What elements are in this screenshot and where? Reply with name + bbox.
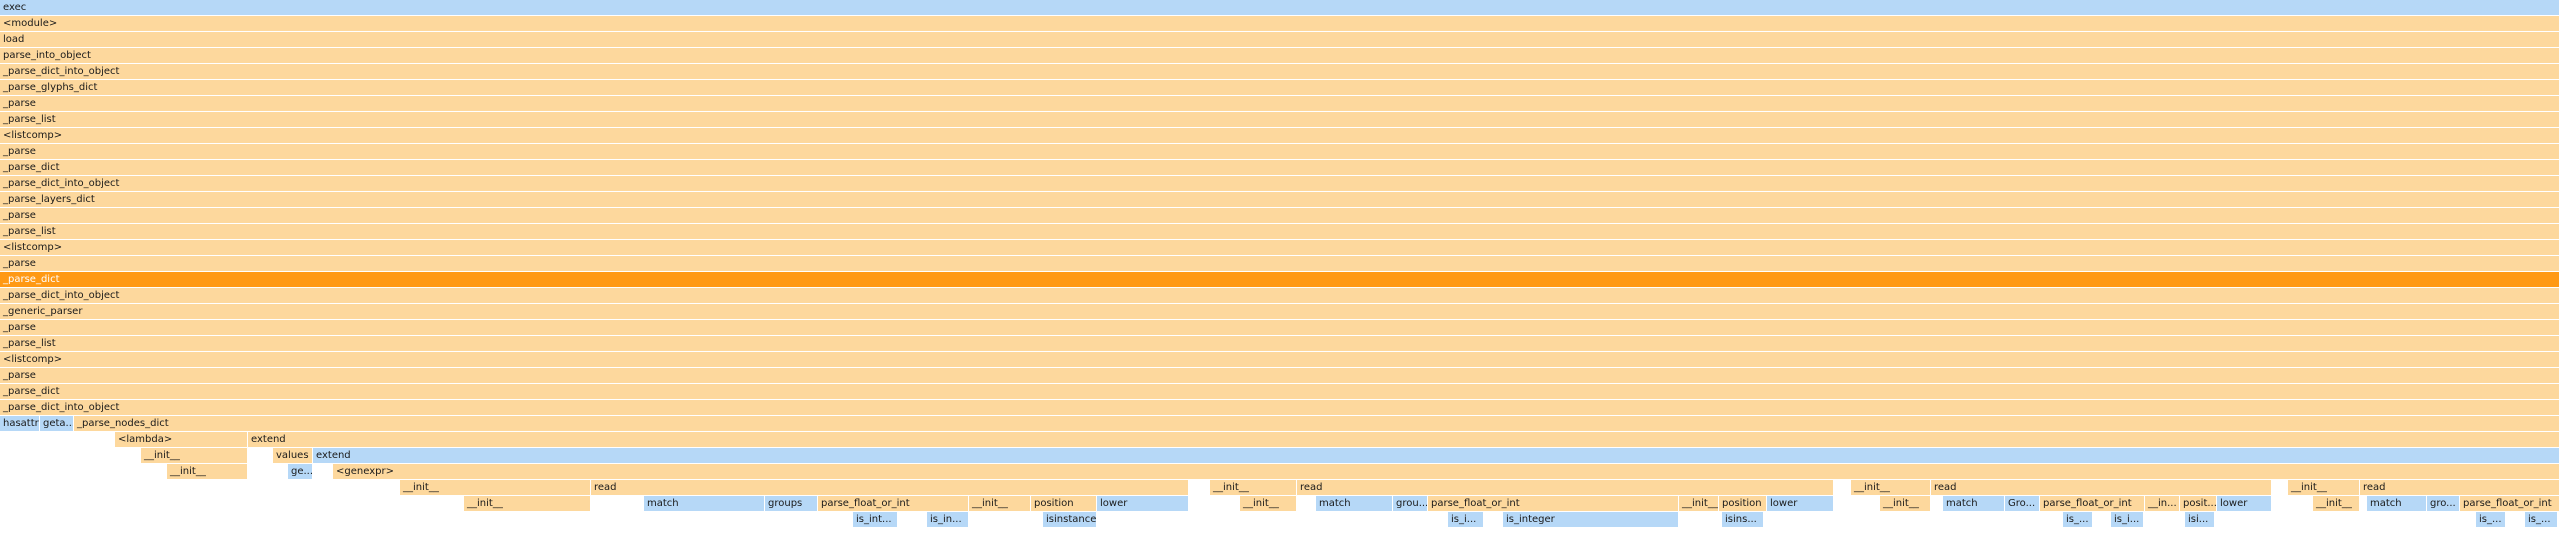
flame-frame[interactable]: __init__ xyxy=(1851,480,1931,495)
flame-frame[interactable]: parse_float_or_int xyxy=(2040,496,2145,511)
flame-frame[interactable]: match xyxy=(1316,496,1393,511)
flame-frame[interactable]: grou... xyxy=(1393,496,1428,511)
flame-frame[interactable]: parse_into_object xyxy=(0,48,2560,63)
flame-frame[interactable]: read xyxy=(2360,480,2560,495)
flame-frame[interactable]: <lambda> xyxy=(115,432,248,447)
flame-frame[interactable]: _parse_list xyxy=(0,112,2560,127)
flame-frame[interactable]: exec xyxy=(0,0,2560,15)
flame-frame[interactable]: _parse xyxy=(0,256,2560,271)
flame-frame[interactable]: read xyxy=(591,480,1189,495)
flame-frame[interactable]: <module> xyxy=(0,16,2560,31)
flame-frame[interactable]: values xyxy=(273,448,313,463)
flame-frame[interactable]: _parse_list xyxy=(0,336,2560,351)
flame-frame[interactable]: hasattr xyxy=(0,416,40,431)
flame-frame[interactable]: match xyxy=(2367,496,2427,511)
flame-frame[interactable]: read xyxy=(1297,480,1834,495)
flame-frame[interactable]: groups xyxy=(765,496,818,511)
flame-frame[interactable]: is_i... xyxy=(2111,512,2144,527)
flame-frame[interactable]: _parse_dict_into_object xyxy=(0,176,2560,191)
flame-frame[interactable]: __init__ xyxy=(400,480,591,495)
flame-frame[interactable]: _parse_glyphs_dict xyxy=(0,80,2560,95)
flame-frame[interactable]: is_int... xyxy=(853,512,898,527)
flame-frame[interactable]: position xyxy=(1031,496,1097,511)
flame-frame[interactable]: __init__ xyxy=(464,496,591,511)
flame-frame[interactable]: parse_float_or_int xyxy=(818,496,969,511)
flame-frame[interactable]: _parse xyxy=(0,208,2560,223)
flame-frame[interactable]: _parse_dict_into_object xyxy=(0,64,2560,79)
flame-frame[interactable]: ge... xyxy=(288,464,313,479)
flame-frame[interactable]: lower xyxy=(2217,496,2272,511)
flame-frame[interactable]: is_... xyxy=(2476,512,2506,527)
flame-frame[interactable]: _parse xyxy=(0,144,2560,159)
flame-frame[interactable]: gro... xyxy=(2427,496,2460,511)
flame-frame[interactable]: __init__ xyxy=(1210,480,1297,495)
flame-frame[interactable]: parse_float_or_int xyxy=(2460,496,2560,511)
flame-frame[interactable]: match xyxy=(1943,496,2005,511)
flame-frame[interactable]: _parse xyxy=(0,368,2560,383)
flame-frame[interactable]: _parse_nodes_dict xyxy=(74,416,2560,431)
flame-frame[interactable]: lower xyxy=(1767,496,1834,511)
flame-frame[interactable]: geta... xyxy=(40,416,74,431)
flame-frame[interactable]: _parse_layers_dict xyxy=(0,192,2560,207)
flame-frame[interactable]: _parse xyxy=(0,320,2560,335)
flame-frame[interactable]: isins... xyxy=(1722,512,1764,527)
flame-frame[interactable]: extend xyxy=(313,448,2560,463)
flame-frame[interactable]: isi... xyxy=(2185,512,2215,527)
flame-frame[interactable]: extend xyxy=(248,432,2560,447)
flame-frame[interactable]: is_... xyxy=(2063,512,2093,527)
flame-frame[interactable]: lower xyxy=(1097,496,1189,511)
flame-frame[interactable]: __init__ xyxy=(1240,496,1297,511)
flame-frame[interactable]: is_in... xyxy=(927,512,969,527)
flame-frame[interactable]: isinstance xyxy=(1043,512,1097,527)
flame-frame[interactable]: __in... xyxy=(2145,496,2180,511)
flame-frame[interactable]: parse_float_or_int xyxy=(1428,496,1679,511)
flame-frame[interactable]: read xyxy=(1931,480,2272,495)
flame-frame[interactable]: _parse_list xyxy=(0,224,2560,239)
flame-frame[interactable]: <listcomp> xyxy=(0,352,2560,367)
flame-frame[interactable]: _generic_parser xyxy=(0,304,2560,319)
flame-frame[interactable]: _parse xyxy=(0,96,2560,111)
flame-frame[interactable]: __init__ xyxy=(2313,496,2360,511)
flame-frame[interactable]: _parse_dict_into_object xyxy=(0,400,2560,415)
flame-frame[interactable]: is_... xyxy=(2525,512,2558,527)
flame-frame[interactable]: _parse_dict xyxy=(0,160,2560,175)
flame-frame[interactable]: position xyxy=(1719,496,1767,511)
flame-frame[interactable]: __init__ xyxy=(167,464,248,479)
flame-frame[interactable]: match xyxy=(644,496,765,511)
flame-frame[interactable]: <genexpr> xyxy=(333,464,2560,479)
flame-frame[interactable]: _parse_dict xyxy=(0,272,2560,287)
flame-frame[interactable]: load xyxy=(0,32,2560,47)
flame-frame[interactable]: _parse_dict xyxy=(0,384,2560,399)
flame-frame[interactable]: is_i... xyxy=(1448,512,1484,527)
flame-frame[interactable]: __init__ xyxy=(1880,496,1931,511)
flame-frame[interactable]: _parse_dict_into_object xyxy=(0,288,2560,303)
flame-frame[interactable]: <listcomp> xyxy=(0,128,2560,143)
flame-frame[interactable]: __init__ xyxy=(969,496,1031,511)
flame-frame[interactable]: posit... xyxy=(2180,496,2217,511)
flame-frame[interactable]: __init__ xyxy=(1679,496,1719,511)
flame-frame[interactable]: __init__ xyxy=(141,448,248,463)
flame-frame[interactable]: is_integer xyxy=(1503,512,1679,527)
flame-frame[interactable]: Gro... xyxy=(2005,496,2040,511)
flame-frame[interactable]: <listcomp> xyxy=(0,240,2560,255)
flame-frame[interactable]: __init__ xyxy=(2288,480,2360,495)
